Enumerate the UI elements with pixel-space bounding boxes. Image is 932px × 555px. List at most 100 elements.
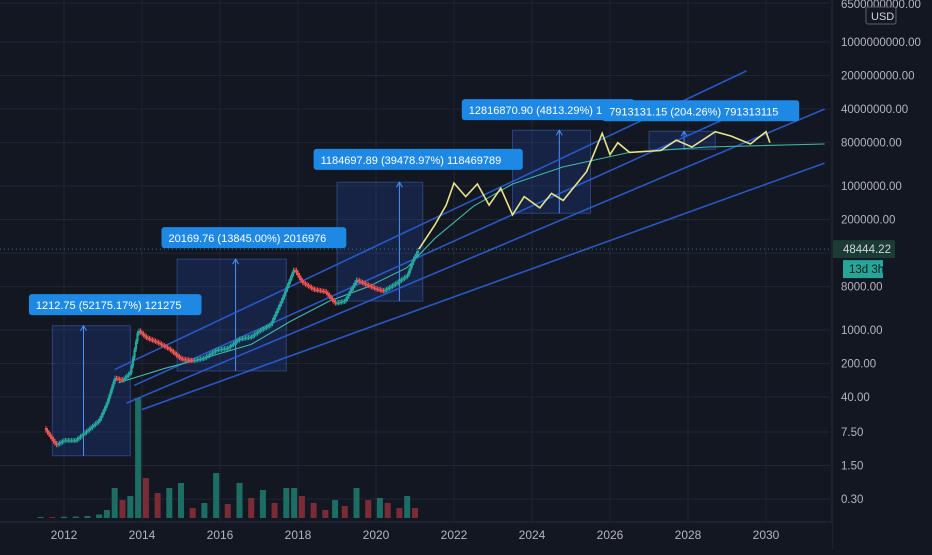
candle-body: [71, 440, 75, 442]
candle-body: [215, 350, 219, 352]
candle-body: [142, 333, 145, 336]
candle-body: [206, 355, 210, 357]
candle-body: [140, 332, 144, 334]
volume-bar: [248, 498, 255, 518]
volume-bar: [291, 488, 298, 518]
volume-bar: [142, 478, 149, 518]
candle-body: [367, 284, 370, 286]
candle-body: [304, 283, 307, 285]
candle-body: [79, 436, 82, 438]
candle-body: [208, 354, 211, 356]
candle-body: [229, 345, 232, 348]
measure-label-box: [161, 227, 347, 249]
candle-body: [107, 396, 111, 402]
volume-bar: [37, 517, 44, 518]
candle-body: [401, 278, 405, 280]
candle-body: [409, 266, 412, 271]
candle-body: [197, 359, 201, 361]
volume-bar: [384, 503, 391, 518]
candle-body: [416, 250, 420, 254]
candle-body: [74, 440, 78, 442]
price-tick-label: 1.50: [841, 461, 863, 473]
candle-body: [319, 290, 322, 292]
candle-body: [272, 317, 276, 321]
candle-body: [274, 313, 277, 318]
candle-body: [317, 290, 321, 292]
candle-body: [116, 378, 120, 380]
candle-body: [190, 360, 193, 362]
candle-body: [320, 290, 324, 292]
candle-body: [403, 277, 406, 279]
volume-bar: [236, 483, 243, 518]
candle-body: [160, 343, 163, 345]
candle-body: [383, 290, 387, 292]
volume-bar: [224, 504, 231, 518]
volume-bar: [376, 498, 383, 518]
time-tick-label: 2018: [285, 528, 312, 542]
candle-body: [172, 351, 175, 353]
candle-body: [355, 280, 358, 283]
candle-body: [391, 285, 394, 287]
price-tick-label: 7.50: [841, 427, 863, 439]
measure-box-arrow: [395, 181, 403, 188]
candle-body: [89, 427, 93, 429]
candle-body: [398, 280, 402, 282]
currency-badge: [865, 6, 897, 25]
candle-body: [223, 348, 226, 350]
candle-body: [395, 282, 399, 284]
volume-bar: [283, 488, 290, 518]
candle-body: [158, 342, 162, 344]
candle-body: [136, 333, 139, 342]
candle-body: [376, 288, 379, 290]
candle-body: [373, 287, 376, 289]
candle-body: [407, 270, 411, 275]
candle-body: [325, 291, 328, 294]
candle-body: [236, 340, 240, 342]
volume-bar: [154, 493, 161, 518]
candle-body: [52, 439, 55, 442]
candle-body: [275, 310, 279, 314]
candle-body: [92, 424, 96, 427]
volume-bar: [365, 500, 372, 518]
candle-body: [380, 290, 384, 292]
candle-body: [277, 307, 280, 311]
candle-body: [308, 286, 312, 288]
volume-bar: [119, 500, 126, 518]
candle-body: [259, 330, 262, 332]
candle-body: [83, 432, 87, 434]
candle-body: [382, 290, 385, 292]
candle-body: [131, 357, 135, 366]
last-price-badge: [833, 240, 895, 259]
candle-body: [200, 358, 204, 360]
candle-body: [379, 289, 382, 291]
candle-body: [364, 283, 367, 285]
candle-body: [359, 281, 363, 283]
candle-body: [151, 339, 154, 341]
candle-body: [65, 440, 69, 442]
measure-label-box: [461, 99, 635, 121]
candle-body: [331, 298, 334, 301]
candle-body: [44, 428, 48, 431]
candle-body: [218, 349, 222, 351]
candle-body: [313, 289, 316, 291]
candle-body: [232, 343, 235, 345]
candle-body: [305, 284, 309, 286]
candle-body: [281, 297, 285, 301]
measure-label-box: [602, 100, 800, 122]
time-tick-label: 2028: [675, 528, 702, 542]
candle-body: [46, 430, 49, 433]
candle-body: [88, 428, 91, 431]
candle-body: [287, 281, 291, 286]
candle-body: [217, 349, 220, 351]
candle-body: [47, 432, 51, 435]
candle-body: [182, 359, 186, 361]
candle-body: [220, 349, 223, 351]
candle-body: [196, 359, 199, 361]
candle-body: [187, 359, 190, 361]
candle-body: [101, 411, 105, 416]
candle-body: [86, 430, 90, 432]
volume-bar: [259, 490, 266, 518]
measure-box-arrow: [80, 324, 87, 331]
